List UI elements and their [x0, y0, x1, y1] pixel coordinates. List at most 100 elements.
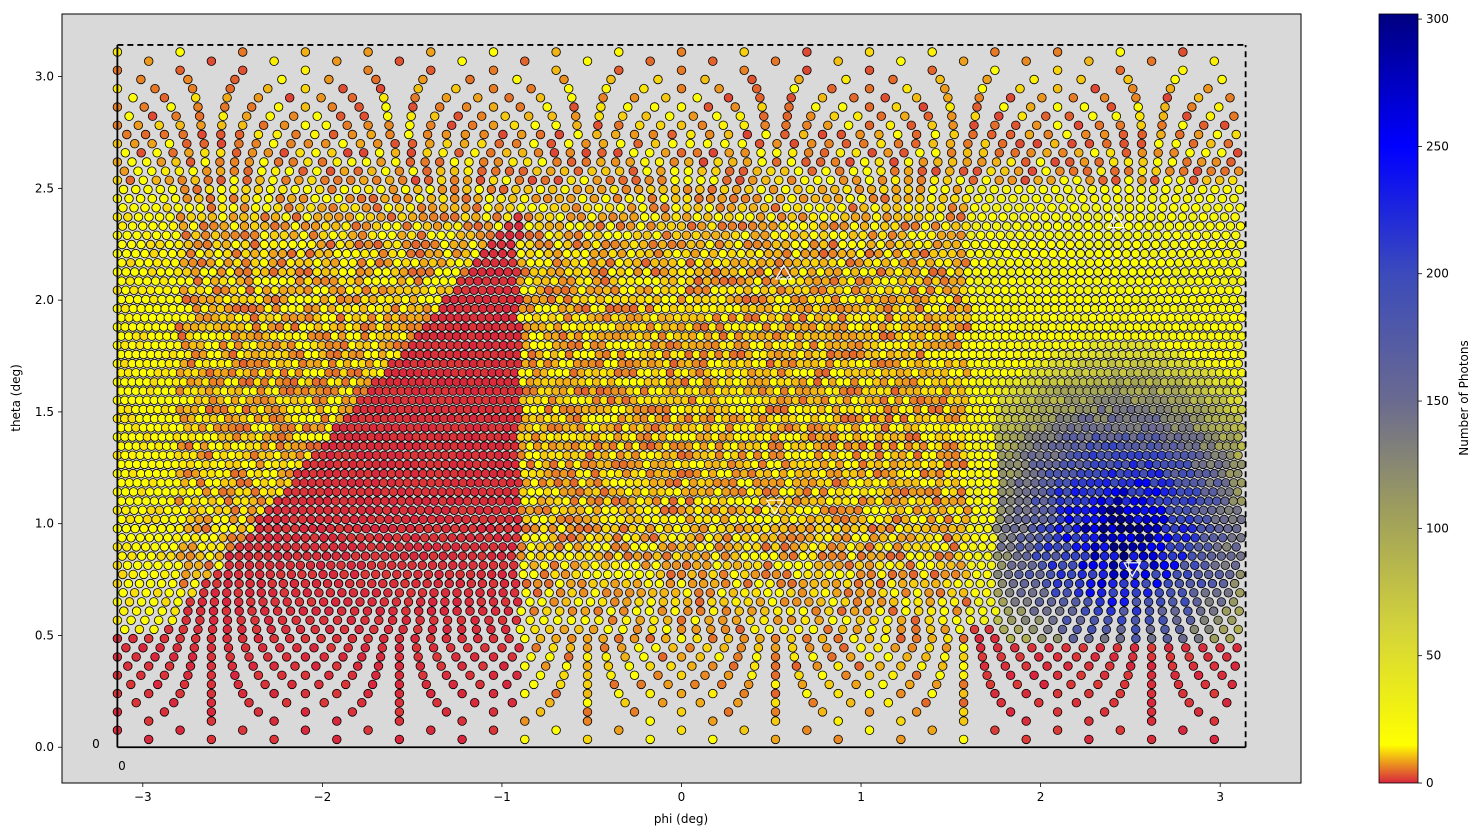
data-point — [585, 533, 595, 543]
data-point — [990, 633, 1000, 644]
data-point — [701, 496, 711, 506]
data-point — [718, 496, 728, 506]
data-point — [1008, 578, 1019, 589]
data-point — [883, 652, 894, 662]
data-point — [145, 487, 155, 497]
data-point — [544, 624, 555, 635]
data-point — [170, 569, 181, 580]
data-point — [1001, 523, 1011, 534]
data-point — [441, 633, 452, 644]
data-point — [1071, 652, 1082, 662]
data-point — [1178, 468, 1188, 479]
data-point — [727, 459, 737, 470]
data-point — [491, 505, 502, 516]
data-point — [733, 542, 743, 552]
data-point — [285, 468, 295, 479]
data-point — [428, 643, 439, 653]
data-point — [753, 487, 764, 497]
data-point — [1101, 624, 1112, 635]
data-point — [319, 615, 329, 626]
data-point — [944, 551, 954, 561]
data-point — [1162, 468, 1173, 479]
data-point — [513, 514, 523, 525]
data-point — [308, 523, 318, 534]
data-point — [1078, 560, 1088, 571]
data-point — [394, 661, 405, 671]
data-point — [924, 588, 934, 598]
data-point — [187, 313, 197, 323]
data-point — [844, 560, 854, 571]
data-point — [858, 496, 868, 506]
data-point — [661, 560, 672, 571]
data-point — [863, 478, 873, 488]
data-point — [856, 643, 866, 653]
data-point — [264, 533, 274, 543]
data-point — [466, 505, 476, 516]
data-point — [845, 569, 855, 580]
data-point — [457, 661, 467, 671]
data-point — [485, 523, 496, 534]
data-point — [358, 514, 368, 525]
data-point — [676, 468, 687, 479]
data-point — [791, 661, 802, 671]
data-point — [745, 615, 756, 626]
data-point — [550, 569, 560, 580]
data-point — [529, 606, 539, 616]
data-point — [621, 578, 631, 589]
data-point — [582, 698, 593, 708]
data-point — [1163, 322, 1174, 332]
data-point — [883, 542, 894, 552]
data-point — [663, 615, 673, 626]
data-point — [1225, 569, 1235, 580]
data-point — [119, 606, 129, 616]
data-point — [1122, 505, 1133, 516]
data-point — [1037, 633, 1047, 644]
data-point — [480, 468, 491, 479]
data-point — [1104, 496, 1115, 506]
data-point — [745, 514, 756, 525]
data-point — [407, 505, 417, 516]
data-point — [1217, 533, 1228, 543]
data-point — [275, 560, 285, 571]
data-point — [981, 496, 991, 506]
data-point — [475, 588, 485, 598]
data-point — [974, 468, 984, 479]
data-point — [432, 652, 442, 662]
data-point — [120, 487, 131, 497]
data-point — [332, 468, 342, 479]
data-point — [966, 468, 977, 479]
data-point — [246, 514, 256, 525]
data-point — [850, 523, 860, 534]
data-point — [236, 533, 246, 543]
data-point — [526, 652, 536, 662]
data-point — [607, 487, 618, 497]
data-point — [854, 560, 865, 571]
data-point — [817, 707, 828, 717]
data-point — [1128, 542, 1138, 552]
data-point — [835, 569, 845, 580]
data-point — [594, 496, 604, 506]
data-point — [700, 468, 710, 479]
data-point — [1117, 615, 1127, 626]
data-point — [544, 578, 554, 589]
data-point — [609, 505, 619, 516]
data-point — [536, 496, 547, 506]
data-point — [150, 542, 160, 552]
data-point — [1042, 606, 1052, 616]
data-point — [1154, 468, 1165, 479]
data-point — [789, 542, 800, 552]
data-point — [272, 505, 283, 516]
data-point — [333, 578, 344, 589]
data-point — [1200, 560, 1210, 571]
data-point — [882, 496, 893, 506]
data-point — [533, 459, 544, 470]
data-point — [891, 487, 902, 497]
data-point — [1078, 487, 1089, 497]
data-point — [1087, 569, 1098, 580]
data-point — [194, 514, 204, 525]
data-point — [645, 468, 655, 479]
data-point — [670, 597, 681, 607]
data-point — [682, 597, 693, 607]
data-point — [592, 523, 602, 534]
data-point — [663, 679, 673, 690]
